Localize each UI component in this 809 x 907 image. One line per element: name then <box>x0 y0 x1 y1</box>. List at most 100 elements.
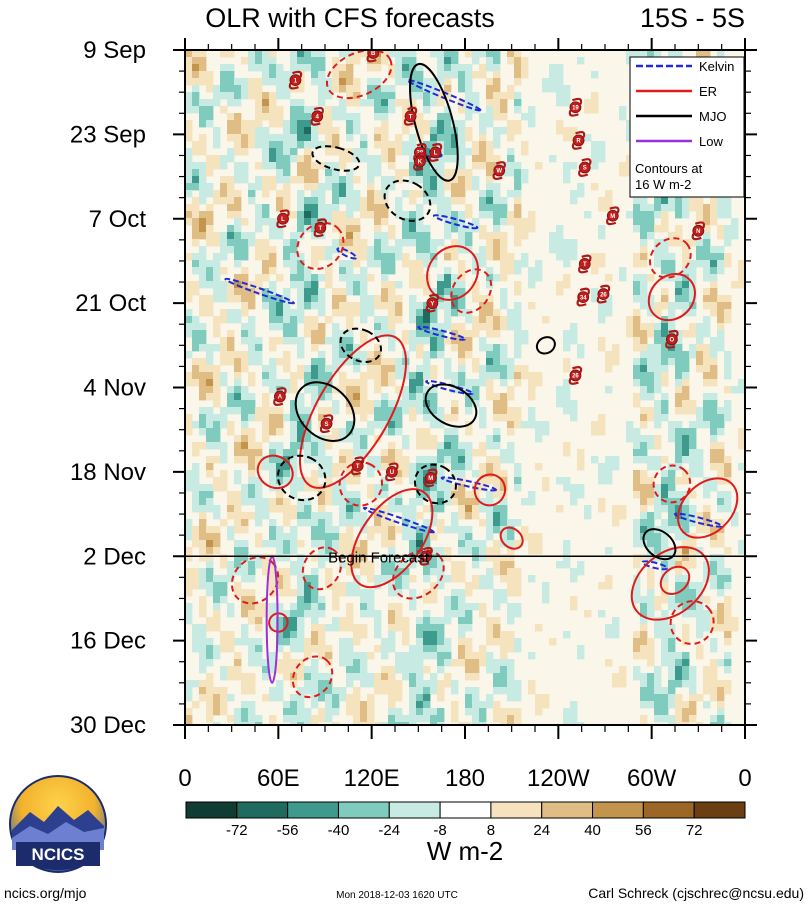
heatmap-cell <box>283 127 291 135</box>
heatmap-cell <box>213 589 221 597</box>
heatmap-cell <box>486 302 494 310</box>
heatmap-cell <box>276 477 284 485</box>
heatmap-cell <box>311 673 319 681</box>
heatmap-cell <box>717 337 725 345</box>
heatmap-cell <box>290 603 298 611</box>
heatmap-cell <box>325 645 333 653</box>
heatmap-cell <box>647 694 655 702</box>
heatmap-cell <box>199 498 207 506</box>
heatmap-cell <box>598 470 606 478</box>
heatmap-cell <box>493 715 501 723</box>
heatmap-cell <box>227 190 235 198</box>
heatmap-cell <box>381 393 389 401</box>
heatmap-cell <box>318 596 326 604</box>
heatmap-cell <box>514 484 522 492</box>
heatmap-cell <box>703 372 711 380</box>
heatmap-cell <box>514 50 522 58</box>
heatmap-cell <box>388 498 396 506</box>
heatmap-cell <box>269 71 277 79</box>
heatmap-cell <box>444 85 452 93</box>
heatmap-cell <box>458 134 466 142</box>
heatmap-cell <box>297 197 305 205</box>
heatmap-cell <box>458 589 466 597</box>
heatmap-cell <box>388 701 396 709</box>
heatmap-cell <box>507 148 515 156</box>
heatmap-cell <box>367 484 375 492</box>
heatmap-cell <box>346 582 354 590</box>
heatmap-cell <box>262 253 270 261</box>
heatmap-cell <box>703 260 711 268</box>
heatmap-cell <box>416 120 424 128</box>
heatmap-cell <box>311 64 319 72</box>
heatmap-cell <box>514 463 522 471</box>
heatmap-cell <box>423 708 431 716</box>
heatmap-cell <box>227 505 235 513</box>
heatmap-cell <box>213 197 221 205</box>
heatmap-cell <box>675 302 683 310</box>
heatmap-cell <box>423 176 431 184</box>
heatmap-cell <box>507 694 515 702</box>
heatmap-cell <box>276 323 284 331</box>
heatmap-cell <box>479 442 487 450</box>
heatmap-cell <box>717 589 725 597</box>
heatmap-cell <box>563 358 571 366</box>
heatmap-cell <box>353 442 361 450</box>
heatmap-cell <box>353 260 361 268</box>
heatmap-cell <box>213 344 221 352</box>
heatmap-cell <box>696 596 704 604</box>
heatmap-cell <box>423 330 431 338</box>
heatmap-cell <box>353 638 361 646</box>
heatmap-cell <box>192 260 200 268</box>
heatmap-cell <box>290 274 298 282</box>
heatmap-cell <box>458 617 466 625</box>
heatmap-cell <box>409 463 417 471</box>
heatmap-cell <box>409 50 417 58</box>
heatmap-cell <box>255 211 263 219</box>
heatmap-cell <box>206 99 214 107</box>
heatmap-cell <box>346 673 354 681</box>
heatmap-cell <box>423 414 431 422</box>
heatmap-cell <box>472 92 480 100</box>
heatmap-cell <box>493 253 501 261</box>
heatmap-cell <box>416 533 424 541</box>
heatmap-cell <box>528 106 536 114</box>
heatmap-cell <box>374 134 382 142</box>
heatmap-cell <box>654 505 662 513</box>
heatmap-cell <box>255 617 263 625</box>
heatmap-cell <box>206 526 214 534</box>
heatmap-cell <box>710 204 718 212</box>
heatmap-cell <box>682 519 690 527</box>
heatmap-cell <box>269 666 277 674</box>
x-tick-label: 120W <box>527 765 590 792</box>
heatmap-cell <box>437 484 445 492</box>
heatmap-cell <box>325 519 333 527</box>
heatmap-cell <box>297 176 305 184</box>
heatmap-cell <box>346 428 354 436</box>
heatmap-cell <box>661 477 669 485</box>
heatmap-cell <box>591 162 599 170</box>
heatmap-cell <box>444 456 452 464</box>
heatmap-cell <box>493 106 501 114</box>
heatmap-cell <box>262 211 270 219</box>
heatmap-cell <box>514 687 522 695</box>
heatmap-cell <box>507 92 515 100</box>
heatmap-cell <box>276 491 284 499</box>
heatmap-cell <box>514 575 522 583</box>
heatmap-cell <box>290 148 298 156</box>
heatmap-cell <box>220 645 228 653</box>
heatmap-cell <box>640 358 648 366</box>
heatmap-cell <box>444 526 452 534</box>
heatmap-cell <box>248 456 256 464</box>
heatmap-cell <box>227 498 235 506</box>
heatmap-cell <box>360 407 368 415</box>
heatmap-cell <box>465 603 473 611</box>
heatmap-cell <box>493 463 501 471</box>
x-tick-label: 60E <box>257 765 300 792</box>
heatmap-cell <box>213 603 221 611</box>
heatmap-cell <box>241 498 249 506</box>
heatmap-cell <box>388 64 396 72</box>
heatmap-cell <box>437 323 445 331</box>
heatmap-cell <box>430 120 438 128</box>
heatmap-cell <box>493 232 501 240</box>
heatmap-cell <box>640 631 648 639</box>
